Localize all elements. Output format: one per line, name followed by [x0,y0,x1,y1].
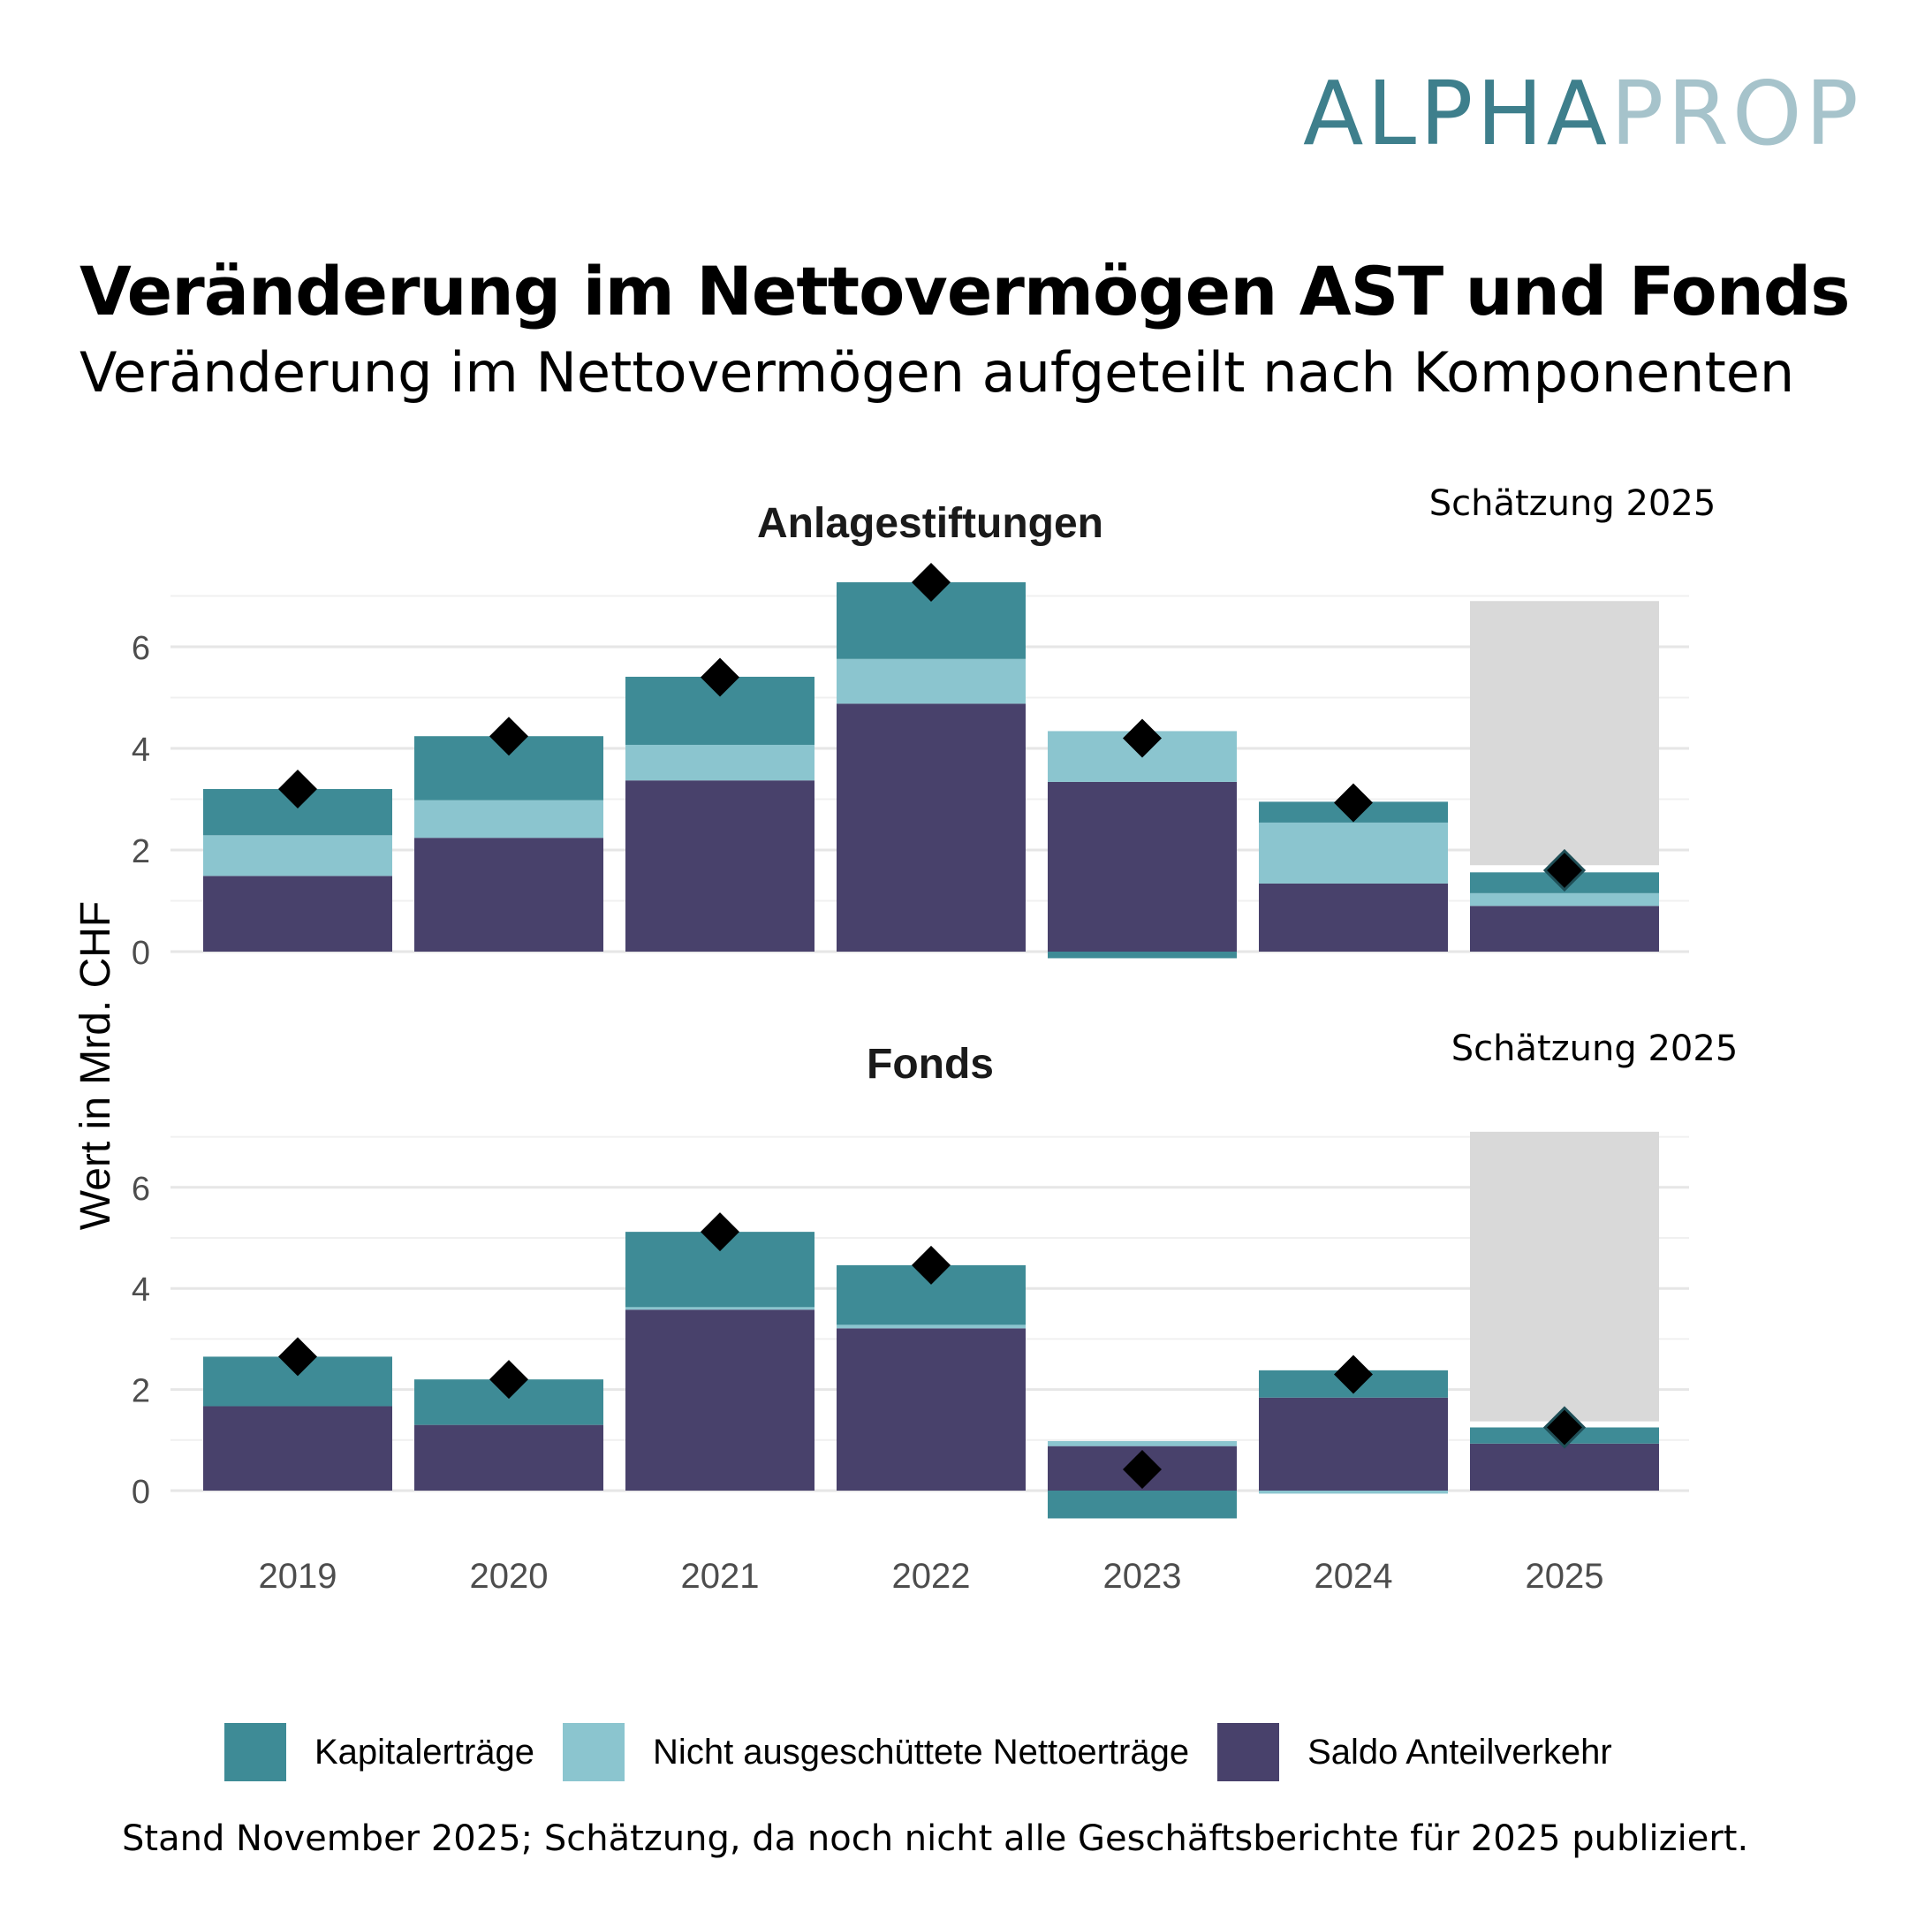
estimate-band [1470,1131,1659,1422]
bar-segment-saldo [414,1424,603,1491]
legend-label-saldo: Saldo Anteilverkehr [1307,1732,1612,1772]
bar-segment-saldo [1259,883,1448,952]
y-tick-label: 0 [132,935,150,972]
x-tick-label: 2022 [892,1557,971,1596]
bar-segment-saldo [625,1309,814,1491]
bar-segment-saldo [837,1328,1026,1491]
bar-segment-nicht_ausgeschuettet [625,1307,814,1310]
panel-title: Fonds [867,1041,994,1088]
bar-segment-nicht_ausgeschuettet [1259,822,1448,884]
footnote: Stand November 2025; Schätzung, da noch … [122,1818,1749,1859]
bar-segment-nicht_ausgeschuettet [1470,892,1659,907]
total-marker [701,657,739,697]
bar-segment-nicht_ausgeschuettet [625,744,814,781]
bar-segment-nicht_ausgeschuettet [1259,1491,1448,1494]
estimate-annotation: Schätzung 2025 [1451,1028,1739,1069]
bar-segment-saldo [1259,1397,1448,1491]
bar-segment-saldo [203,876,392,952]
legend-swatch-nicht-ausgeschuettet [563,1723,625,1781]
total-marker [489,1360,528,1400]
y-tick-label: 2 [132,833,150,870]
x-tick-label: 2019 [259,1557,337,1596]
y-tick-label: 2 [132,1373,150,1410]
total-marker [912,1245,951,1285]
estimate-band [1470,601,1659,866]
bar-segment-saldo [414,838,603,952]
y-tick-label: 0 [132,1474,150,1511]
total-marker [701,1212,739,1252]
bar-segment-nicht_ausgeschuettet [203,835,392,877]
x-tick-label: 2024 [1315,1557,1393,1596]
legend-label-kapitalertraege: Kapitalerträge [314,1732,535,1772]
total-marker [489,717,528,756]
bar-segment-saldo [837,703,1026,952]
bar-segment-saldo [203,1406,392,1491]
total-marker [1542,848,1587,892]
total-marker [1123,1449,1162,1489]
alphaprop-logo: ALPHAPROP [1303,62,1862,165]
bar-segment-saldo [1470,906,1659,952]
total-marker [912,562,951,602]
panel-title: Anlagestiftungen [757,500,1103,547]
y-tick-label: 4 [132,1271,150,1309]
bar-segment-nicht_ausgeschuettet [414,800,603,839]
page-subtitle: Veränderung im Nettovermögen aufgeteilt … [80,340,1795,405]
logo-part-alpha: ALPHA [1303,62,1611,165]
x-tick-label: 2020 [470,1557,549,1596]
page-title: Veränderung im Nettovermögen AST und Fon… [80,252,1851,330]
total-marker [1123,718,1162,758]
legend-swatch-kapitalertraege [224,1723,286,1781]
bar-segment-saldo [1470,1443,1659,1491]
x-tick-label: 2021 [681,1557,760,1596]
bar-segment-nicht_ausgeschuettet [837,658,1026,704]
total-marker [1334,1355,1373,1394]
x-tick-label: 2023 [1103,1557,1182,1596]
bar-segment-nicht_ausgeschuettet [1048,1440,1237,1446]
bar-segment-saldo [1048,781,1237,952]
logo-part-prop: PROP [1610,62,1862,165]
legend-swatch-saldo [1217,1723,1280,1781]
y-tick-label: 6 [132,1171,150,1208]
y-tick-label: 6 [132,630,150,667]
estimate-annotation: Schätzung 2025 [1429,483,1716,524]
total-marker [1334,783,1373,823]
bar-segment-saldo [625,780,814,952]
legend-label-nicht-ausgeschuettet: Nicht ausgeschüttete Nettoerträge [653,1732,1190,1772]
y-axis-label: Wert in Mrd. CHF [72,901,119,1230]
total-marker [1542,1406,1587,1449]
bar-segment-nicht_ausgeschuettet [837,1324,1026,1329]
legend: Kapitalerträge Nicht ausgeschüttete Nett… [224,1723,1640,1781]
y-tick-label: 4 [132,732,150,769]
bar-segment-kapitalertraege [1048,952,1237,959]
total-marker [278,1337,317,1377]
total-marker [278,770,317,808]
bar-segment-kapitalertraege [1048,1491,1237,1519]
x-tick-label: 2025 [1526,1557,1604,1596]
